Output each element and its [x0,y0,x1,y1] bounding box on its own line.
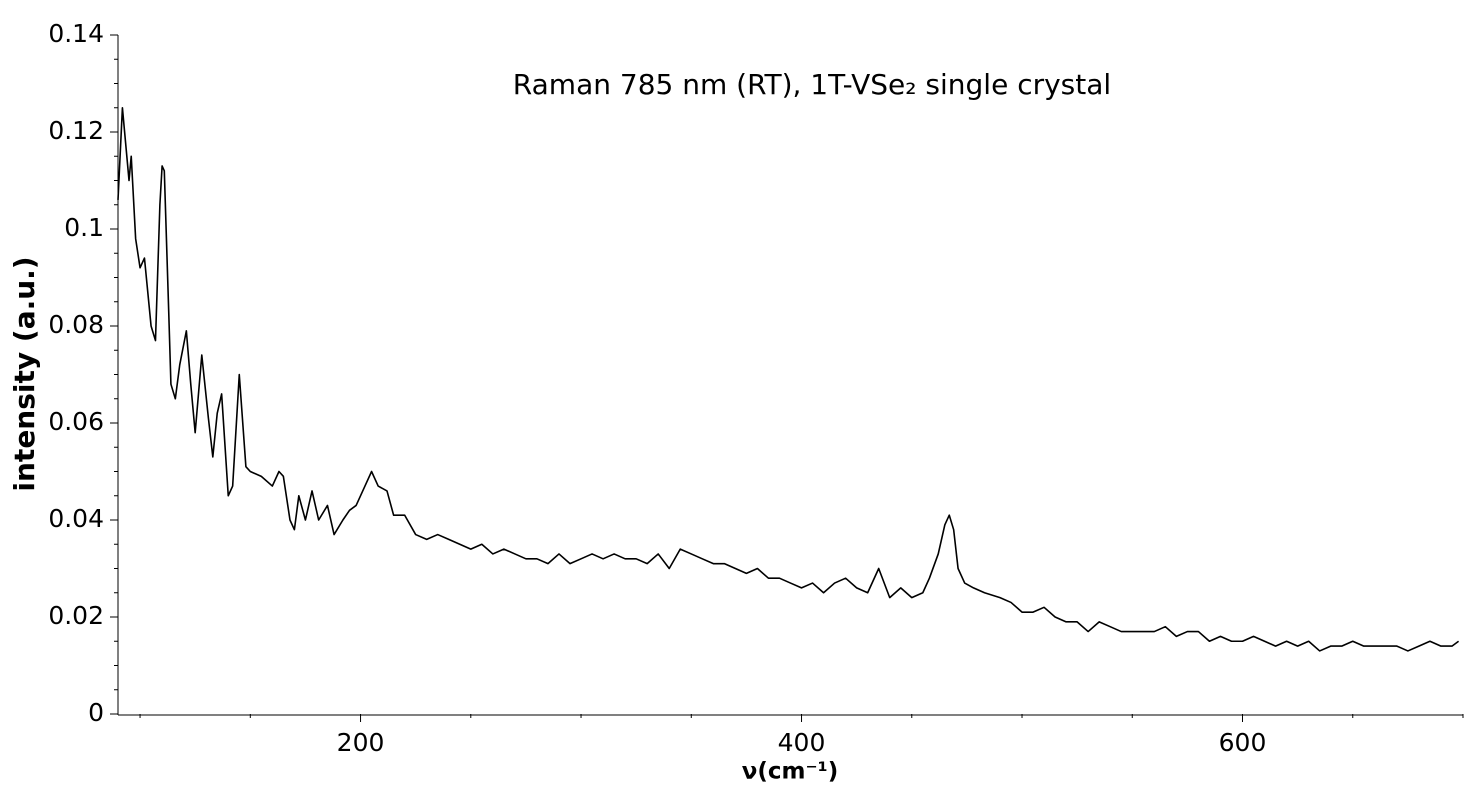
line-series [117,106,1460,652]
y-tick-label: 0.1 [64,213,104,242]
x-axis-label: ν(cm⁻¹) [742,759,839,785]
y-axis-label: intensity (a.u.) [8,256,41,491]
y-tick-label: 0.02 [48,601,104,630]
y-tick-label: 0.08 [48,310,104,339]
x-tick-label: 600 [1219,728,1267,757]
y-tick-label: 0.14 [48,19,104,48]
x-tick-label: 400 [778,728,826,757]
y-tick-label: 0.04 [48,504,104,533]
chart-title: Raman 785 nm (RT), 1T-VSe₂ single crysta… [513,68,1111,101]
y-tick-label: 0.12 [48,116,104,145]
x-tick-label: 200 [337,728,385,757]
y-tick-label: 0 [88,698,104,727]
y-tick-label: 0.06 [48,407,104,436]
